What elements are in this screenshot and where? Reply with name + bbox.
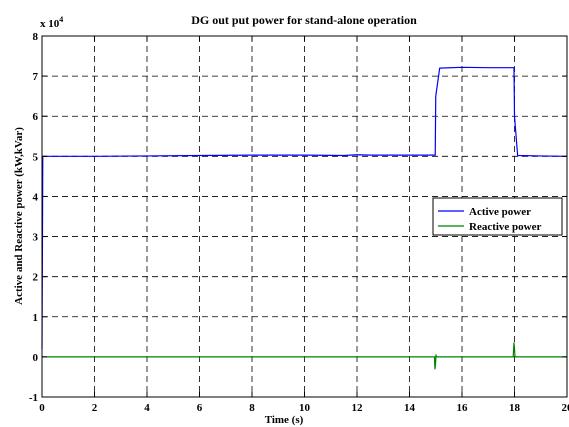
x-tick-label: 16 [457,402,469,414]
y-multiplier-exponent: 4 [59,15,63,24]
x-tick-label: 2 [92,402,98,414]
x-tick-label: 6 [197,402,203,414]
x-tick-label: 0 [39,402,45,414]
y-axis-multiplier: x 104 [40,15,63,30]
legend: Active power Reactive power [432,197,563,236]
x-axis-label: Time (s) [265,414,304,426]
chart-title: DG out put power for stand-alone operati… [191,13,417,27]
plot-series [41,66,568,370]
axis-ticks [41,35,568,398]
series-line-active-power [41,66,568,349]
y-tick-label: 1 [33,312,39,324]
series-line-reactive-power [42,342,567,370]
y-multiplier-base: x 10 [40,18,60,30]
y-tick-label: 0 [33,352,39,364]
svg-text:x 104: x 104 [40,15,63,30]
legend-entry-reactive-power: Reactive power [469,221,542,233]
x-tick-label: 8 [249,402,255,414]
x-tick-label: 20 [562,402,569,414]
x-tick-label: 12 [352,402,364,414]
y-tick-label: 7 [33,71,39,83]
y-tick-label: 6 [33,111,39,123]
y-tick-label: 4 [33,191,39,203]
legend-box [432,197,563,236]
y-axis-label: Active and Reactive power (kW,kVar) [13,127,25,305]
y-tick-label: 2 [33,272,39,284]
x-tick-label: 18 [509,402,521,414]
y-tick-label: 8 [33,31,39,43]
y-tick-label: 5 [33,151,39,163]
y-tick-label: 3 [33,232,39,244]
x-tick-label: 10 [299,402,311,414]
x-tick-label: 4 [144,402,150,414]
legend-entry-active-power: Active power [469,206,531,218]
y-tick-label: -1 [29,392,38,404]
x-tick-label: 14 [404,402,416,414]
